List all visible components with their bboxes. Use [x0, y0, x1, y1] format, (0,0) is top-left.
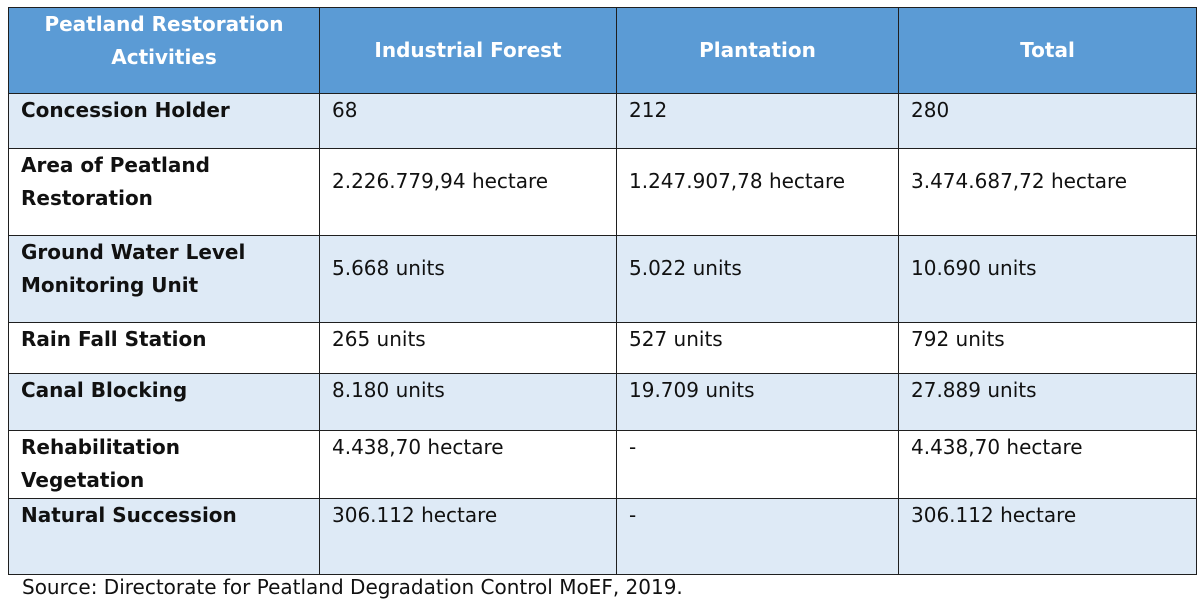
peatland-restoration-table-container: Peatland Restoration Activities Industri…: [8, 7, 1197, 575]
cell-industrial-forest: 8.180 units: [319, 373, 617, 431]
header-row: Peatland Restoration Activities Industri…: [8, 7, 1197, 94]
cell-industrial-forest: 2.226.779,94 hectare: [319, 148, 617, 236]
table-row: Concession Holder 68 212 280: [8, 93, 1197, 149]
peatland-restoration-table: Peatland Restoration Activities Industri…: [8, 7, 1197, 575]
header-total: Total: [898, 7, 1197, 94]
row-label: Ground Water Level Monitoring Unit: [8, 235, 320, 323]
cell-industrial-forest: 265 units: [319, 322, 617, 374]
table-row: Rehabilitation Vegetation 4.438,70 hecta…: [8, 430, 1197, 499]
cell-plantation: 212: [616, 93, 899, 149]
cell-industrial-forest: 68: [319, 93, 617, 149]
cell-industrial-forest: 306.112 hectare: [319, 498, 617, 575]
cell-plantation: 19.709 units: [616, 373, 899, 431]
row-label: Concession Holder: [8, 93, 320, 149]
table-row: Rain Fall Station 265 units 527 units 79…: [8, 322, 1197, 374]
cell-total: 280: [898, 93, 1197, 149]
cell-total: 3.474.687,72 hectare: [898, 148, 1197, 236]
cell-total: 27.889 units: [898, 373, 1197, 431]
row-label: Canal Blocking: [8, 373, 320, 431]
table-body: Concession Holder 68 212 280 Area of Pea…: [8, 93, 1197, 575]
cell-plantation: -: [616, 430, 899, 499]
source-caption: Source: Directorate for Peatland Degrada…: [22, 575, 683, 599]
table-header: Peatland Restoration Activities Industri…: [8, 7, 1197, 94]
cell-total: 4.438,70 hectare: [898, 430, 1197, 499]
cell-total: 306.112 hectare: [898, 498, 1197, 575]
cell-total: 792 units: [898, 322, 1197, 374]
header-activities: Peatland Restoration Activities: [8, 7, 320, 94]
cell-total: 10.690 units: [898, 235, 1197, 323]
header-plantation: Plantation: [616, 7, 899, 94]
cell-industrial-forest: 5.668 units: [319, 235, 617, 323]
cell-plantation: 5.022 units: [616, 235, 899, 323]
cell-plantation: -: [616, 498, 899, 575]
row-label: Area of Peatland Restoration: [8, 148, 320, 236]
table-row: Ground Water Level Monitoring Unit 5.668…: [8, 235, 1197, 323]
table-row: Area of Peatland Restoration 2.226.779,9…: [8, 148, 1197, 236]
cell-plantation: 527 units: [616, 322, 899, 374]
table-row: Canal Blocking 8.180 units 19.709 units …: [8, 373, 1197, 431]
row-label: Natural Succession: [8, 498, 320, 575]
row-label: Rain Fall Station: [8, 322, 320, 374]
table-row: Natural Succession 306.112 hectare - 306…: [8, 498, 1197, 575]
cell-plantation: 1.247.907,78 hectare: [616, 148, 899, 236]
row-label: Rehabilitation Vegetation: [8, 430, 320, 499]
cell-industrial-forest: 4.438,70 hectare: [319, 430, 617, 499]
header-industrial-forest: Industrial Forest: [319, 7, 617, 94]
